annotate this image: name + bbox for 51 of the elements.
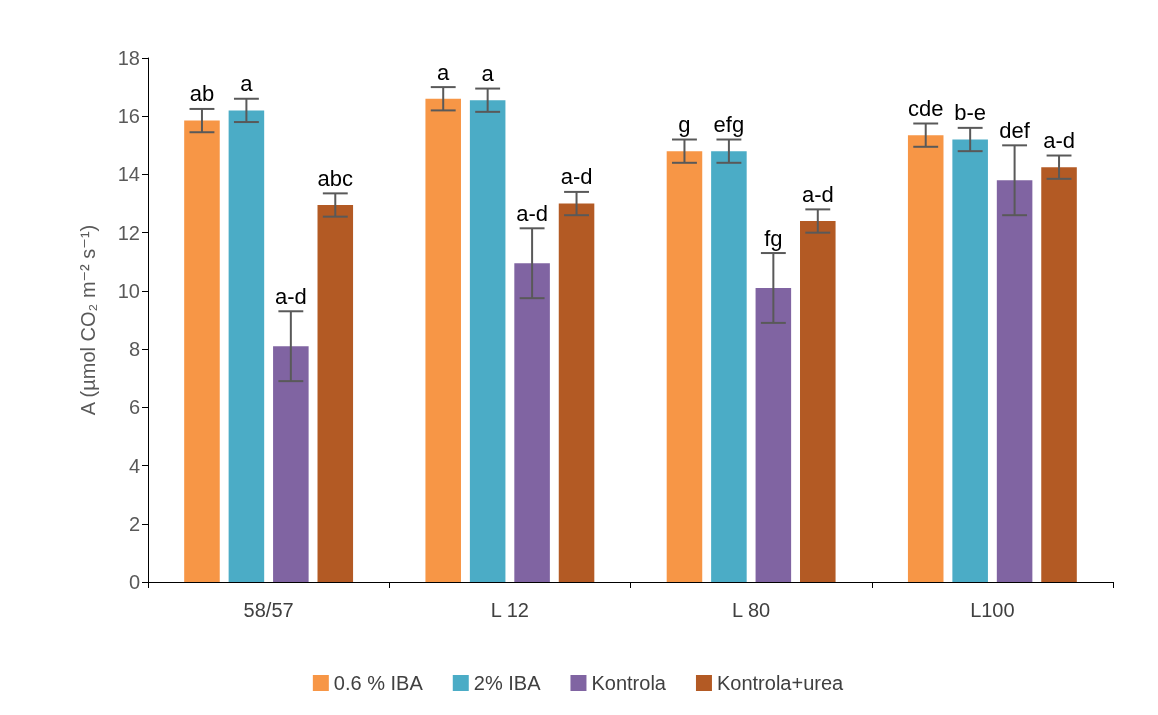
- bar: [558, 203, 595, 582]
- bar: [469, 100, 506, 582]
- x-tick-label: L100: [970, 599, 1015, 621]
- data-label: cde: [907, 96, 944, 121]
- bar: [273, 346, 309, 582]
- y-tick-label: 4: [128, 454, 140, 477]
- y-tick-label: 8: [128, 338, 140, 361]
- bar: [996, 180, 1033, 582]
- bar: [800, 221, 836, 582]
- bar: [228, 110, 265, 582]
- data-label: ab: [189, 81, 215, 107]
- data-label: a: [240, 71, 254, 97]
- bar: [952, 139, 988, 582]
- x-tick-label: 58/57: [243, 599, 294, 621]
- y-tick-label: 16: [117, 105, 140, 128]
- bar: [514, 263, 550, 582]
- y-tick-label: 6: [128, 396, 140, 419]
- y-tick-label: 0: [128, 571, 140, 593]
- data-label: def: [999, 117, 1031, 143]
- bar: [425, 98, 461, 582]
- bar: [755, 287, 792, 582]
- data-label: a-d: [516, 200, 548, 226]
- y-tick-label: 18: [117, 47, 140, 69]
- y-tick-label: 10: [117, 279, 140, 302]
- bar: [1041, 167, 1077, 582]
- y-tick-label: 12: [117, 221, 140, 244]
- data-label: a: [437, 59, 451, 85]
- data-label: a-d: [274, 283, 307, 309]
- bar: [907, 135, 944, 582]
- x-tick-label: L 80: [732, 599, 771, 621]
- bar: [184, 120, 220, 582]
- legend-label: 0.6 % IBA: [333, 672, 424, 694]
- legend-label: Kontrola: [591, 672, 667, 694]
- y-axis-title: A (µmol CO₂ m⁻² s⁻¹): [77, 224, 99, 416]
- data-label: b-e: [954, 100, 987, 126]
- legend-label: 2% IBA: [473, 672, 542, 694]
- data-label: fg: [764, 225, 783, 251]
- data-label: efg: [713, 112, 745, 138]
- data-label: a-d: [560, 164, 593, 190]
- bar: [711, 151, 747, 582]
- data-label: g: [678, 112, 691, 138]
- data-label: a-d: [1043, 128, 1075, 154]
- bar: [666, 151, 703, 582]
- data-label: a-d: [801, 181, 834, 207]
- x-tick-label: L 12: [490, 599, 529, 621]
- y-tick-label: 14: [117, 163, 140, 186]
- data-label: abc: [317, 165, 354, 191]
- data-label: a: [481, 61, 495, 87]
- legend-label: Kontrola+urea: [716, 672, 845, 694]
- bar: [317, 205, 354, 582]
- y-tick-label: 2: [128, 512, 140, 535]
